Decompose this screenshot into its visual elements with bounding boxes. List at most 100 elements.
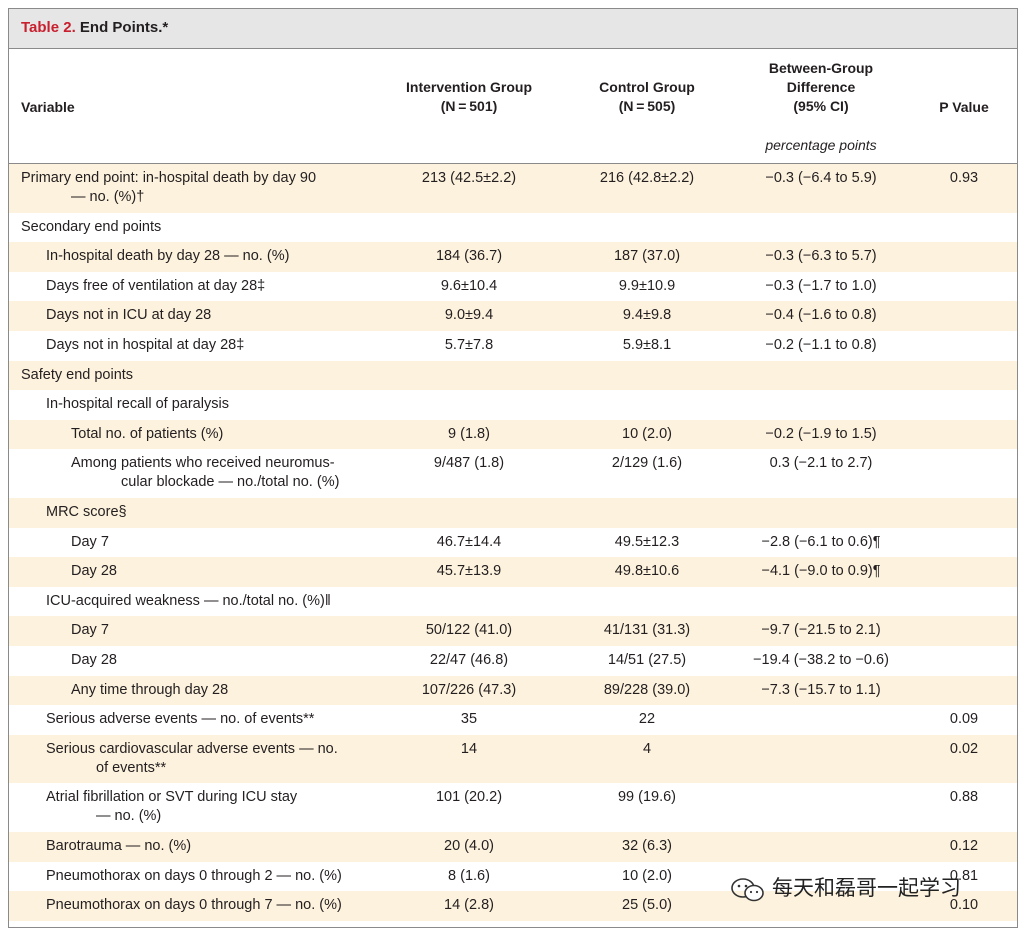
cell-variable-line: In-hospital death by day 28 — no. (%) (46, 248, 290, 265)
cell-pvalue (919, 676, 1009, 681)
cell-variable-line: of events** (96, 759, 167, 776)
cell-difference (731, 705, 911, 710)
cell-difference: −0.2 (−1.1 to 0.8) (765, 337, 877, 353)
cell-variable-line: Serious cardiovascular adverse events — … (46, 740, 338, 757)
table-row: Pneumothorax on days 0 through 2 — no. (… (9, 862, 1017, 892)
cell-control: 187 (37.0) (613, 248, 681, 265)
cell-intervention: 101 (20.2) (435, 789, 503, 806)
cell-pvalue (919, 213, 1009, 218)
cell-variable: Day 28 (71, 646, 117, 670)
header-difference-line1: Between-Group (768, 60, 874, 76)
header-control-line1: Control Group (599, 79, 695, 95)
cell-control (577, 361, 717, 366)
cell-pvalue (919, 242, 1009, 247)
cell-variable-line: Day 28 (71, 563, 117, 580)
table-row: Days free of ventilation at day 28‡ 9.6±1… (9, 272, 1017, 302)
table-row: In-hospital recall of paralysis (9, 390, 1017, 420)
table-row: Primary end point: in-hospital death by … (9, 164, 1017, 213)
cell-intervention (399, 587, 539, 592)
cell-difference (731, 213, 911, 218)
header-difference-line3: (95% CI) (793, 98, 849, 114)
cell-intervention: 8 (1.6) (448, 867, 490, 884)
cell-intervention: 184 (36.7) (435, 248, 503, 265)
cell-difference (731, 390, 911, 395)
cell-variable: Pneumothorax on days 0 through 7 — no. (… (46, 891, 342, 915)
table-row: Days not in hospital at day 28‡ 5.7±7.8 5.… (9, 331, 1017, 361)
cell-intervention: 9.6±10.4 (440, 277, 498, 294)
cell-control: 10 (2.0) (622, 867, 672, 884)
table-row: Day 28 22/47 (46.8) 14/51 (27.5) −19.4 (−38… (9, 646, 1017, 676)
cell-pvalue (919, 557, 1009, 562)
cell-variable: Barotrauma — no. (%) (46, 832, 191, 856)
cell-difference: −7.3 (−15.7 to 1.1) (761, 681, 881, 698)
cell-pvalue: 0.10 (949, 897, 979, 914)
cell-pvalue: 0.12 (949, 838, 979, 854)
table-row: Atrial fibrillation or SVT during ICU st… (9, 783, 1017, 832)
cell-variable: Serious adverse events — no. of events** (46, 705, 314, 729)
cell-pvalue: 0.09 (949, 711, 979, 728)
cell-pvalue (919, 449, 1009, 454)
header-intervention-line2: (N = 501) (440, 98, 498, 114)
cell-control (577, 213, 717, 218)
cell-intervention: 9/487 (1.8) (433, 455, 505, 472)
cell-variable: Day 7 (71, 616, 109, 640)
header-difference: Between-Group Difference (95% CI) (731, 59, 911, 116)
cell-difference (731, 735, 911, 740)
cell-difference (731, 498, 911, 503)
cell-variable: Secondary end points (21, 213, 161, 237)
table-frame: Table 2. End Points.* Variable Intervent… (8, 8, 1018, 928)
cell-variable: Serious cardiovascular adverse events — … (46, 735, 338, 778)
cell-control: 99 (19.6) (617, 789, 677, 806)
cell-pvalue (919, 528, 1009, 533)
header-variable: Variable (21, 99, 75, 115)
cell-variable: MRC score§ (46, 498, 127, 522)
cell-control: 49.8±10.6 (614, 563, 680, 580)
cell-variable: Day 28 (71, 557, 117, 581)
cell-pvalue (919, 272, 1009, 277)
cell-intervention (399, 213, 539, 218)
cell-control: 216 (42.8±2.2) (599, 170, 695, 186)
cell-variable-line: cular blockade — no./total no. (%) (121, 474, 340, 491)
table-row: Days not in ICU at day 28 9.0±9.4 9.4±9.8 −… (9, 301, 1017, 331)
cell-pvalue: 0.81 (949, 867, 979, 884)
header-intervention-line1: Intervention Group (406, 79, 532, 95)
cell-variable-line: Any time through day 28 (71, 681, 229, 698)
cell-difference: −0.3 (−6.4 to 5.9) (765, 170, 877, 186)
cell-variable: In-hospital death by day 28 — no. (%) (46, 242, 289, 266)
cell-variable-line: Pneumothorax on days 0 through 2 — no. (… (46, 867, 342, 884)
cell-variable-line: Days free of ventilation at day 28‡ (46, 277, 266, 294)
cell-control: 9.9±10.9 (618, 277, 676, 294)
table-row: Day 7 46.7±14.4 49.5±12.3 −2.8 (−6.1 to 0.6… (9, 528, 1017, 558)
cell-control (577, 498, 717, 503)
cell-pvalue: 0.88 (949, 789, 979, 806)
cell-variable-line: Day 7 (71, 622, 109, 639)
cell-pvalue: 0.02 (949, 740, 979, 757)
cell-variable: Any time through day 28 (71, 676, 228, 700)
cell-difference: −0.2 (−1.9 to 1.5) (765, 425, 877, 442)
cell-variable-line: Days not in ICU at day 28 (46, 307, 212, 324)
cell-pvalue (919, 331, 1009, 336)
cell-control (577, 390, 717, 395)
cell-difference: −2.8 (−6.1 to 0.6)¶ (761, 533, 881, 550)
cell-variable-line: — no. (%) (96, 808, 162, 825)
cell-control: 41/131 (31.3) (603, 622, 691, 639)
cell-variable: Day 7 (71, 528, 109, 552)
cell-variable: In-hospital recall of paralysis (46, 390, 229, 414)
header-pvalue: P Value (939, 99, 989, 115)
cell-variable-line: ICU-acquired weakness — no./total no. (%… (46, 592, 331, 609)
table-row: Safety end points (9, 360, 1017, 391)
wechat-icon (730, 877, 766, 908)
cell-difference (731, 587, 911, 592)
cell-variable-line: Day 7 (71, 533, 109, 550)
cell-variable: ICU-acquired weakness — no./total no. (%… (46, 587, 331, 611)
cell-intervention (399, 390, 539, 395)
cell-intervention (399, 498, 539, 503)
cell-intervention: 5.7±7.8 (444, 337, 494, 353)
cell-variable: Pneumothorax on days 0 through 2 — no. (… (46, 862, 342, 886)
cell-difference: −0.3 (−1.7 to 1.0) (765, 277, 877, 294)
cell-intervention: 213 (42.5±2.2) (421, 170, 517, 186)
cell-variable-line: In-hospital recall of paralysis (46, 396, 229, 413)
cell-difference (731, 832, 911, 837)
cell-intervention: 22/47 (46.8) (429, 652, 509, 668)
cell-variable: Total no. of patients (%) (71, 420, 223, 444)
